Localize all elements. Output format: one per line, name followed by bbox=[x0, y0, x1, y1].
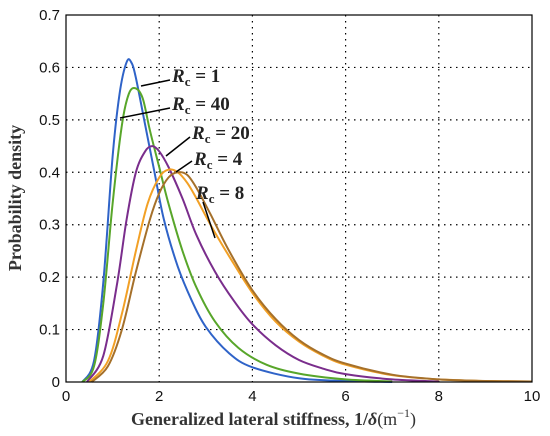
annotation-rc40: Rc = 40 bbox=[171, 94, 230, 117]
x-axis-label-exp: −1 bbox=[397, 406, 410, 420]
series-line-0 bbox=[81, 58, 393, 383]
x-axis-label-text: Generalized lateral stiffness, 1/ bbox=[131, 409, 369, 429]
y-tick-label: 0.4 bbox=[39, 164, 60, 181]
annotation-leader-rc1 bbox=[140, 79, 171, 87]
annotation-rc4: Rc = 4 bbox=[193, 149, 243, 172]
x-axis-label-delta: δ bbox=[368, 409, 377, 429]
y-axis-label: Probability density bbox=[5, 125, 25, 271]
y-tick-label: 0.2 bbox=[39, 269, 60, 286]
y-tick-label: 0.1 bbox=[39, 322, 60, 339]
y-tick-label: 0.3 bbox=[39, 217, 60, 234]
annotation-leader-rc4 bbox=[175, 160, 193, 173]
annotation-rc20: Rc = 20 bbox=[191, 123, 250, 146]
x-axis-label-unit: (m bbox=[377, 409, 397, 430]
x-tick-label: 8 bbox=[435, 388, 443, 405]
annotation-rc1: Rc = 1 bbox=[171, 66, 220, 89]
x-axis-label-close: ) bbox=[410, 409, 416, 430]
x-tick-label: 10 bbox=[524, 388, 541, 405]
series-lines bbox=[81, 58, 533, 383]
y-tick-label: 0.5 bbox=[39, 112, 60, 129]
series-line-2 bbox=[86, 145, 439, 383]
series-line-4 bbox=[90, 171, 533, 383]
y-tick-label: 0 bbox=[52, 374, 60, 391]
y-tick-label: 0.7 bbox=[39, 7, 60, 24]
annotation-leader-rc20 bbox=[165, 136, 191, 157]
annotations: Rc = 1 Rc = 40 Rc = 20 Rc = 4 Rc = 8 bbox=[119, 66, 250, 239]
tick-labels: 0 2 4 6 8 10 0 0.1 0.2 0.3 0.4 0.5 0.6 0.7 bbox=[39, 7, 540, 405]
series-line-1 bbox=[81, 86, 393, 383]
annotation-rc8: Rc = 8 bbox=[195, 183, 244, 206]
x-tick-label: 2 bbox=[155, 388, 163, 405]
y-tick-label: 0.6 bbox=[39, 59, 60, 76]
annotation-leader-rc40 bbox=[119, 107, 171, 119]
grid-lines bbox=[66, 15, 532, 382]
annotation-leader-rc8 bbox=[202, 201, 216, 239]
x-axis-label: Generalized lateral stiffness, 1/δ(m−1) bbox=[131, 406, 416, 430]
plot-frame bbox=[65, 14, 533, 383]
x-tick-label: 6 bbox=[341, 388, 349, 405]
x-tick-label: 0 bbox=[62, 388, 70, 405]
x-tick-label: 4 bbox=[248, 388, 256, 405]
